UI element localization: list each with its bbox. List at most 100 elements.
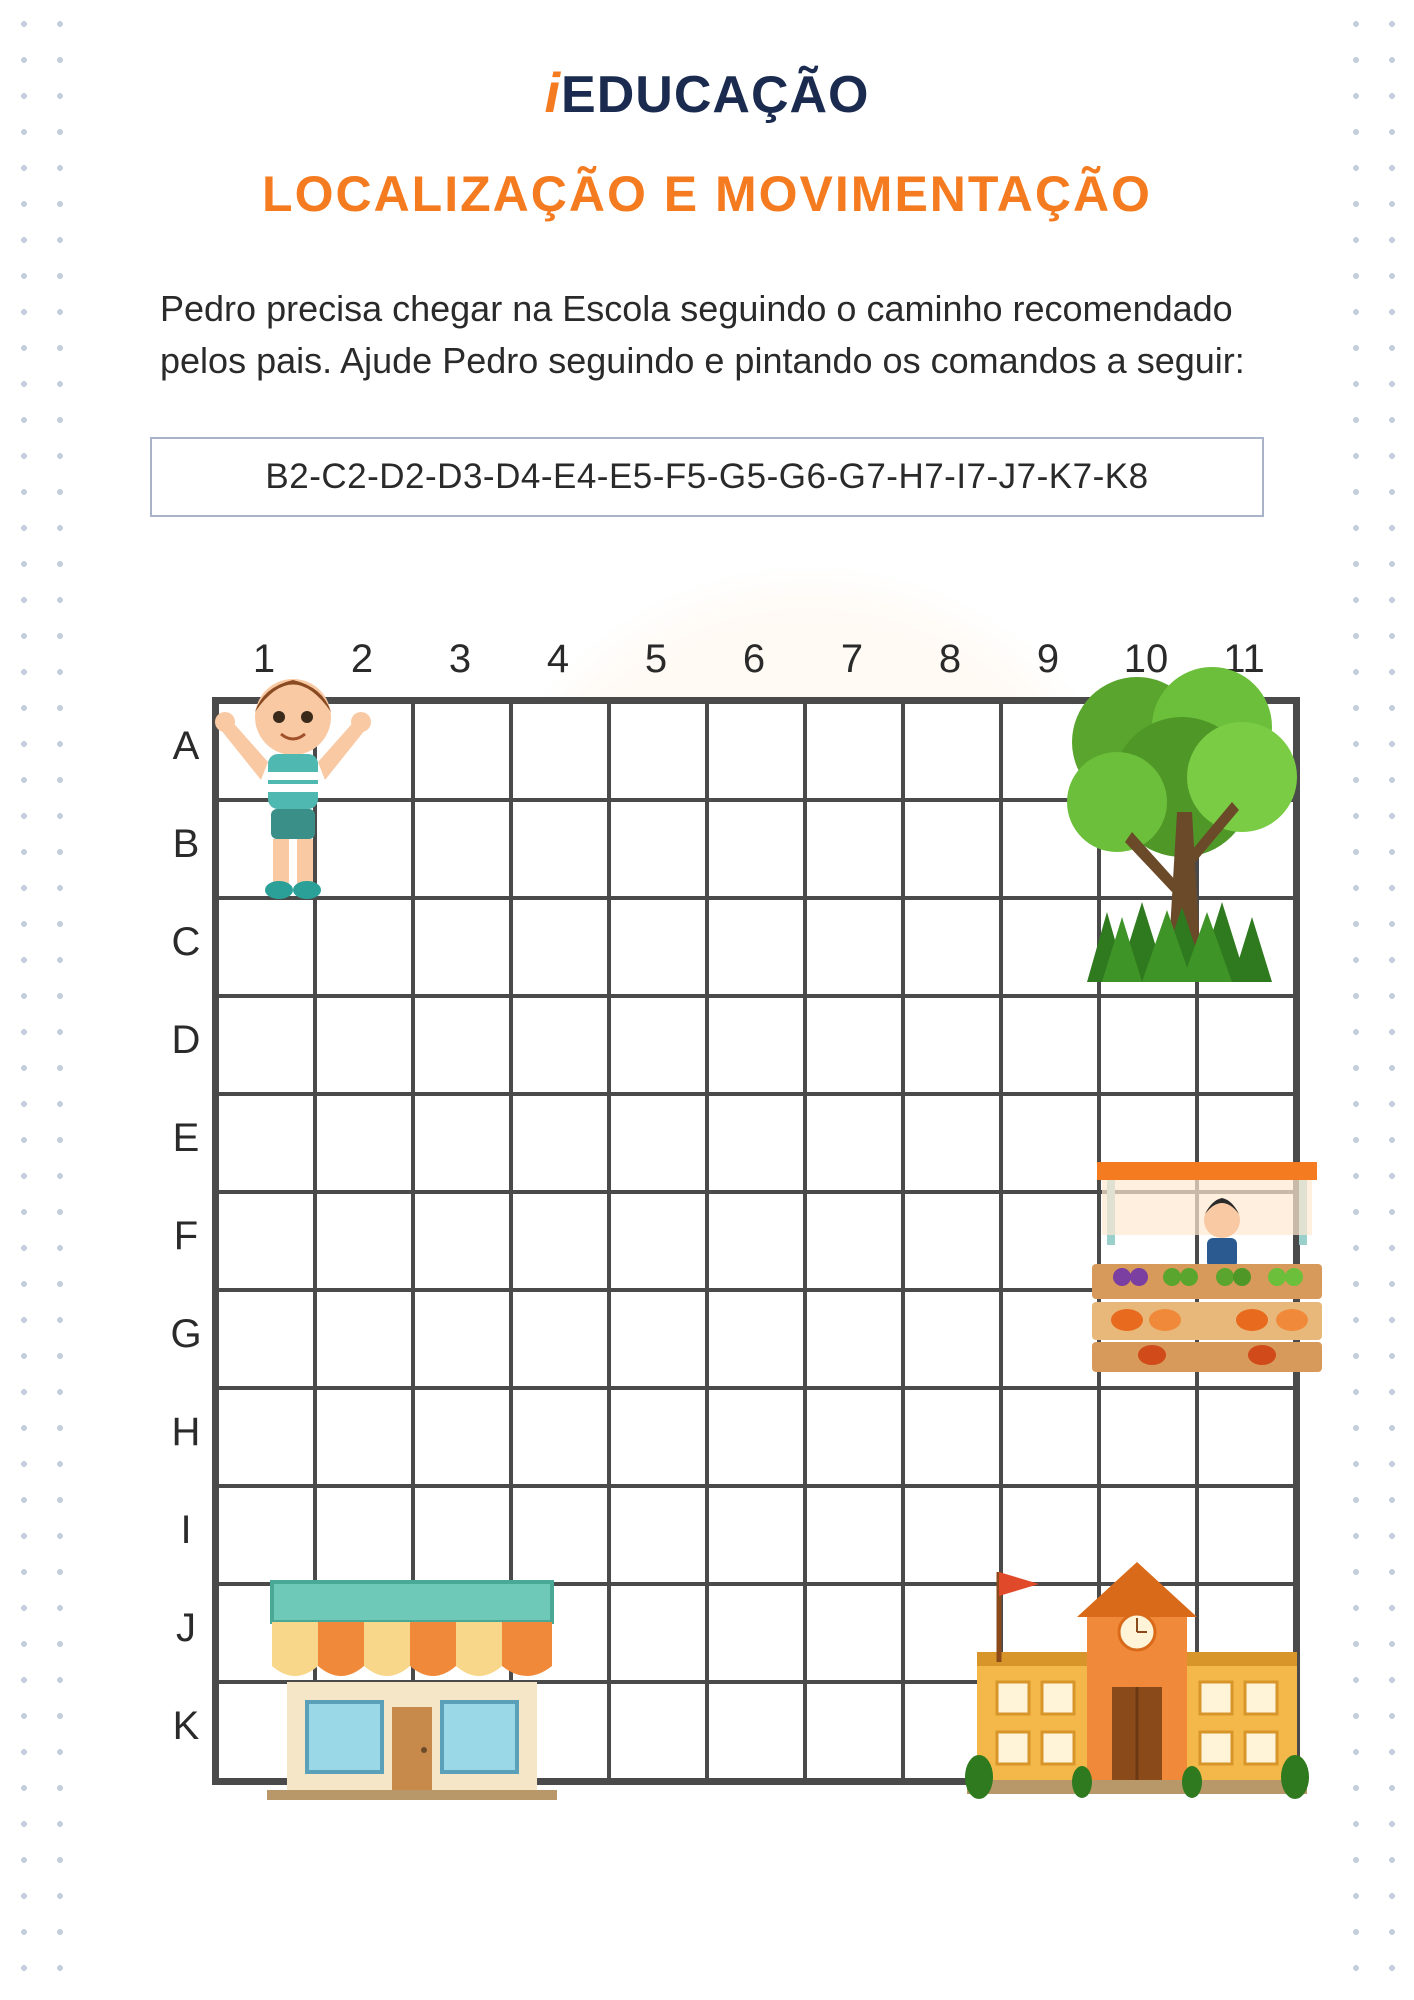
grid-cell [707,996,805,1094]
column-label: 1 [215,637,313,697]
grid-cell [315,898,413,996]
grid-cell [1099,1094,1197,1192]
command-sequence-box: B2-C2-D2-D3-D4-E4-E5-F5-G5-G6-G7-H7-I7-J… [150,437,1264,517]
column-label: 11 [1195,637,1293,697]
instructions-text: Pedro precisa chegar na Escola seguindo … [160,283,1254,387]
row-label: C [160,893,212,991]
grid-cell [413,1486,511,1584]
grid-row [217,1094,1295,1192]
grid-cell [1099,1486,1197,1584]
grid-cell [903,1192,1001,1290]
grid-row [217,1584,1295,1682]
grid-cell [707,1290,805,1388]
grid-cell [1001,898,1099,996]
grid-cell [511,1486,609,1584]
grid-container: 1234567891011 ABCDEFGHIJK [160,637,1300,1785]
grid-cell [1001,800,1099,898]
grid-cell [1197,1584,1295,1682]
grid-cell [1197,996,1295,1094]
grid-cell [1099,1682,1197,1780]
grid-row [217,1486,1295,1584]
grid-cell [413,1388,511,1486]
grid-cell [1197,1486,1295,1584]
grid-row [217,1388,1295,1486]
column-label: 8 [901,637,999,697]
column-label: 4 [509,637,607,697]
grid-cell [707,898,805,996]
grid-cell [609,898,707,996]
grid-cell [805,1094,903,1192]
grid-cell [903,1094,1001,1192]
row-label: D [160,991,212,1089]
worksheet-page: iEDUCAÇÃO LOCALIZAÇÃO E MOVIMENTAÇÃO Ped… [80,0,1334,2000]
grid-cell [805,1584,903,1682]
grid-cell [1197,1192,1295,1290]
grid-cell [805,1486,903,1584]
grid-cell [903,1584,1001,1682]
brand-name: EDUCAÇÃO [561,66,869,124]
grid-cell [609,1388,707,1486]
grid-cell [609,1486,707,1584]
grid-cell [413,1682,511,1780]
grid-cell [707,1192,805,1290]
grid-cell [1197,702,1295,800]
grid-cell [1197,1388,1295,1486]
grid-cell [609,1094,707,1192]
grid-cell [1001,1192,1099,1290]
grid-cell [1001,996,1099,1094]
grid-cell [413,702,511,800]
grid-cell [805,702,903,800]
grid-cell [315,800,413,898]
grid-cell [805,1192,903,1290]
column-label: 7 [803,637,901,697]
grid-cell [1001,1388,1099,1486]
grid-cell [511,1290,609,1388]
column-label: 5 [607,637,705,697]
column-labels: 1234567891011 [215,637,1300,697]
grid-cell [1197,1682,1295,1780]
column-label: 6 [705,637,803,697]
grid-cell [217,1290,315,1388]
grid-cell [315,1682,413,1780]
grid-cell [1001,1486,1099,1584]
grid-row [217,800,1295,898]
grid-cell [511,996,609,1094]
grid-cell [1099,1388,1197,1486]
grid-cell [1197,1290,1295,1388]
grid-cell [805,898,903,996]
grid-cell [1001,1584,1099,1682]
grid-cell [609,996,707,1094]
grid-cell [413,800,511,898]
grid-cell [1099,1584,1197,1682]
row-labels: ABCDEFGHIJK [160,697,212,1785]
grid-cell [707,800,805,898]
coordinate-grid [212,697,1300,1785]
command-sequence-text: B2-C2-D2-D3-D4-E4-E5-F5-G5-G6-G7-H7-I7-J… [265,457,1148,496]
grid-cell [511,1682,609,1780]
grid-cell [903,1388,1001,1486]
grid-cell [315,1486,413,1584]
grid-cell [1197,898,1295,996]
grid-row [217,1192,1295,1290]
grid-cell [707,702,805,800]
grid-cell [1197,800,1295,898]
grid-cell [609,1584,707,1682]
grid-cell [903,800,1001,898]
row-label: A [160,697,212,795]
grid-cell [903,702,1001,800]
grid-cell [1001,1094,1099,1192]
grid-cell [805,1388,903,1486]
row-label: I [160,1481,212,1579]
column-label: 10 [1097,637,1195,697]
grid-cell [217,1094,315,1192]
grid-cell [217,1682,315,1780]
grid-cell [217,800,315,898]
grid-row [217,996,1295,1094]
grid-cell [1099,1290,1197,1388]
grid-cell [511,1094,609,1192]
row-label: E [160,1089,212,1187]
grid-row [217,898,1295,996]
grid-cell [217,1388,315,1486]
grid-cell [511,702,609,800]
row-label: H [160,1383,212,1481]
